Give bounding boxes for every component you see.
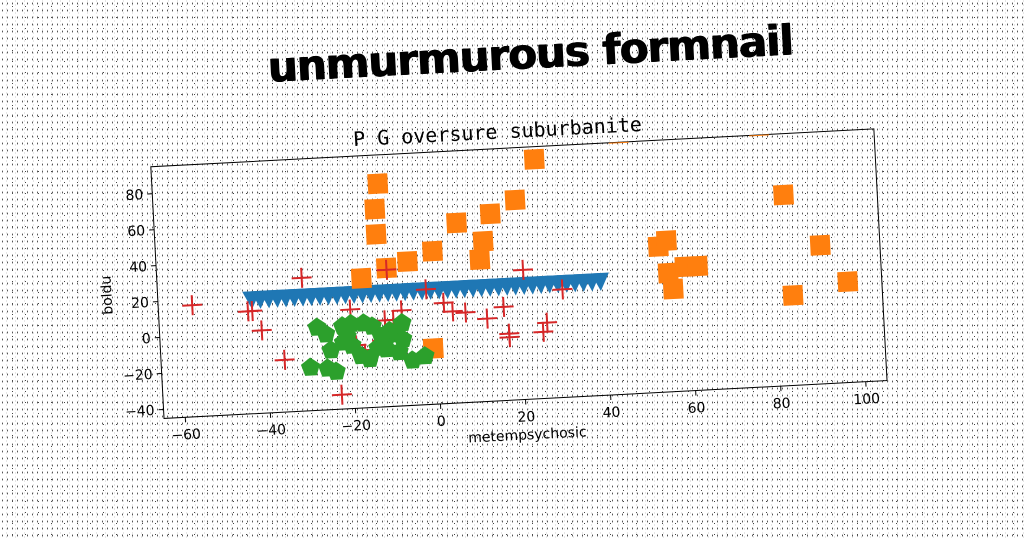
axis-ticks: −60 −40 −20 0 20 40 60 80 100 −40 −20 0 20 40 60 80 [113, 149, 880, 446]
chart-scene: unmurmurous formnail P G oversure suburb… [0, 0, 1024, 512]
plot-frame [151, 129, 887, 419]
x-tick-label: 40 [602, 405, 621, 422]
square-marker [367, 173, 388, 194]
x-tick-label: −60 [171, 427, 201, 445]
square-marker [524, 149, 545, 170]
square-marker [782, 285, 803, 306]
plus-marker-v [543, 322, 544, 342]
y-tick-label: 20 [131, 295, 150, 312]
square-marker [473, 231, 494, 252]
plus-marker [477, 308, 498, 329]
square-marker [366, 224, 387, 245]
x-tick-label: 100 [853, 391, 881, 408]
x-tick-label: 80 [772, 396, 791, 413]
square-marker [351, 268, 372, 289]
plus-marker-v [301, 268, 302, 288]
square-marker [687, 256, 708, 277]
square-marker [656, 230, 677, 251]
y-axis-label: boldu [98, 275, 116, 315]
square-marker [480, 203, 501, 224]
plus-marker-v [261, 320, 262, 340]
plus-marker-v [562, 279, 563, 299]
plus-marker-v [509, 327, 510, 347]
square-marker [735, 109, 756, 130]
square-marker [446, 212, 467, 233]
plus-marker-v [341, 385, 342, 405]
y-tick-label: 40 [129, 259, 148, 276]
plus-marker-v [465, 303, 466, 323]
square-marker [773, 184, 794, 205]
plus-marker [331, 384, 352, 405]
plus-marker-v [522, 260, 523, 280]
y-tick-label: 80 [125, 187, 144, 204]
square-marker [748, 115, 769, 136]
pentagon-marker [301, 357, 321, 376]
plus-marker [533, 321, 554, 342]
square-marker [837, 271, 858, 292]
square-marker [469, 249, 490, 270]
x-tick-label: 20 [517, 409, 536, 426]
y-tick-label: 60 [127, 223, 146, 240]
plus-marker-v [386, 260, 387, 280]
y-tick-label: −20 [123, 367, 153, 385]
plus-marker-v [547, 313, 548, 333]
x-tick-label: 60 [687, 400, 706, 417]
x-tick-label: 0 [437, 414, 447, 430]
plus-marker-v [443, 293, 444, 313]
x-tick-label: −20 [341, 418, 371, 436]
plot-title: P G oversure suburbanite [353, 112, 643, 151]
x-tick-label: −40 [256, 422, 286, 440]
plus-marker [274, 349, 295, 370]
plus-marker [455, 302, 476, 323]
plus-marker [499, 327, 520, 348]
square-marker [364, 199, 385, 220]
square-marker [397, 251, 418, 272]
plus-marker [442, 301, 463, 322]
square-marker [810, 235, 831, 256]
plus-marker-v [487, 309, 488, 329]
square-marker [505, 189, 526, 210]
plus-marker-v [284, 350, 285, 370]
square-marker [663, 278, 684, 299]
y-tick-label: 0 [142, 331, 152, 347]
data-marks [174, 104, 863, 413]
plus-marker-v [252, 301, 253, 321]
y-tick-label: −40 [125, 403, 155, 421]
square-marker [422, 241, 443, 262]
plus-marker [537, 312, 558, 333]
plus-marker [251, 320, 272, 341]
plus-marker-v [503, 297, 504, 317]
plus-marker [433, 292, 454, 313]
plus-marker-v [192, 295, 193, 315]
plus-marker [493, 296, 514, 317]
plus-marker-v [425, 279, 426, 299]
plus-marker [182, 295, 203, 316]
plus-marker-v [452, 301, 453, 321]
x-axis-label: metempsychosic [468, 424, 587, 446]
plus-marker [291, 267, 312, 288]
